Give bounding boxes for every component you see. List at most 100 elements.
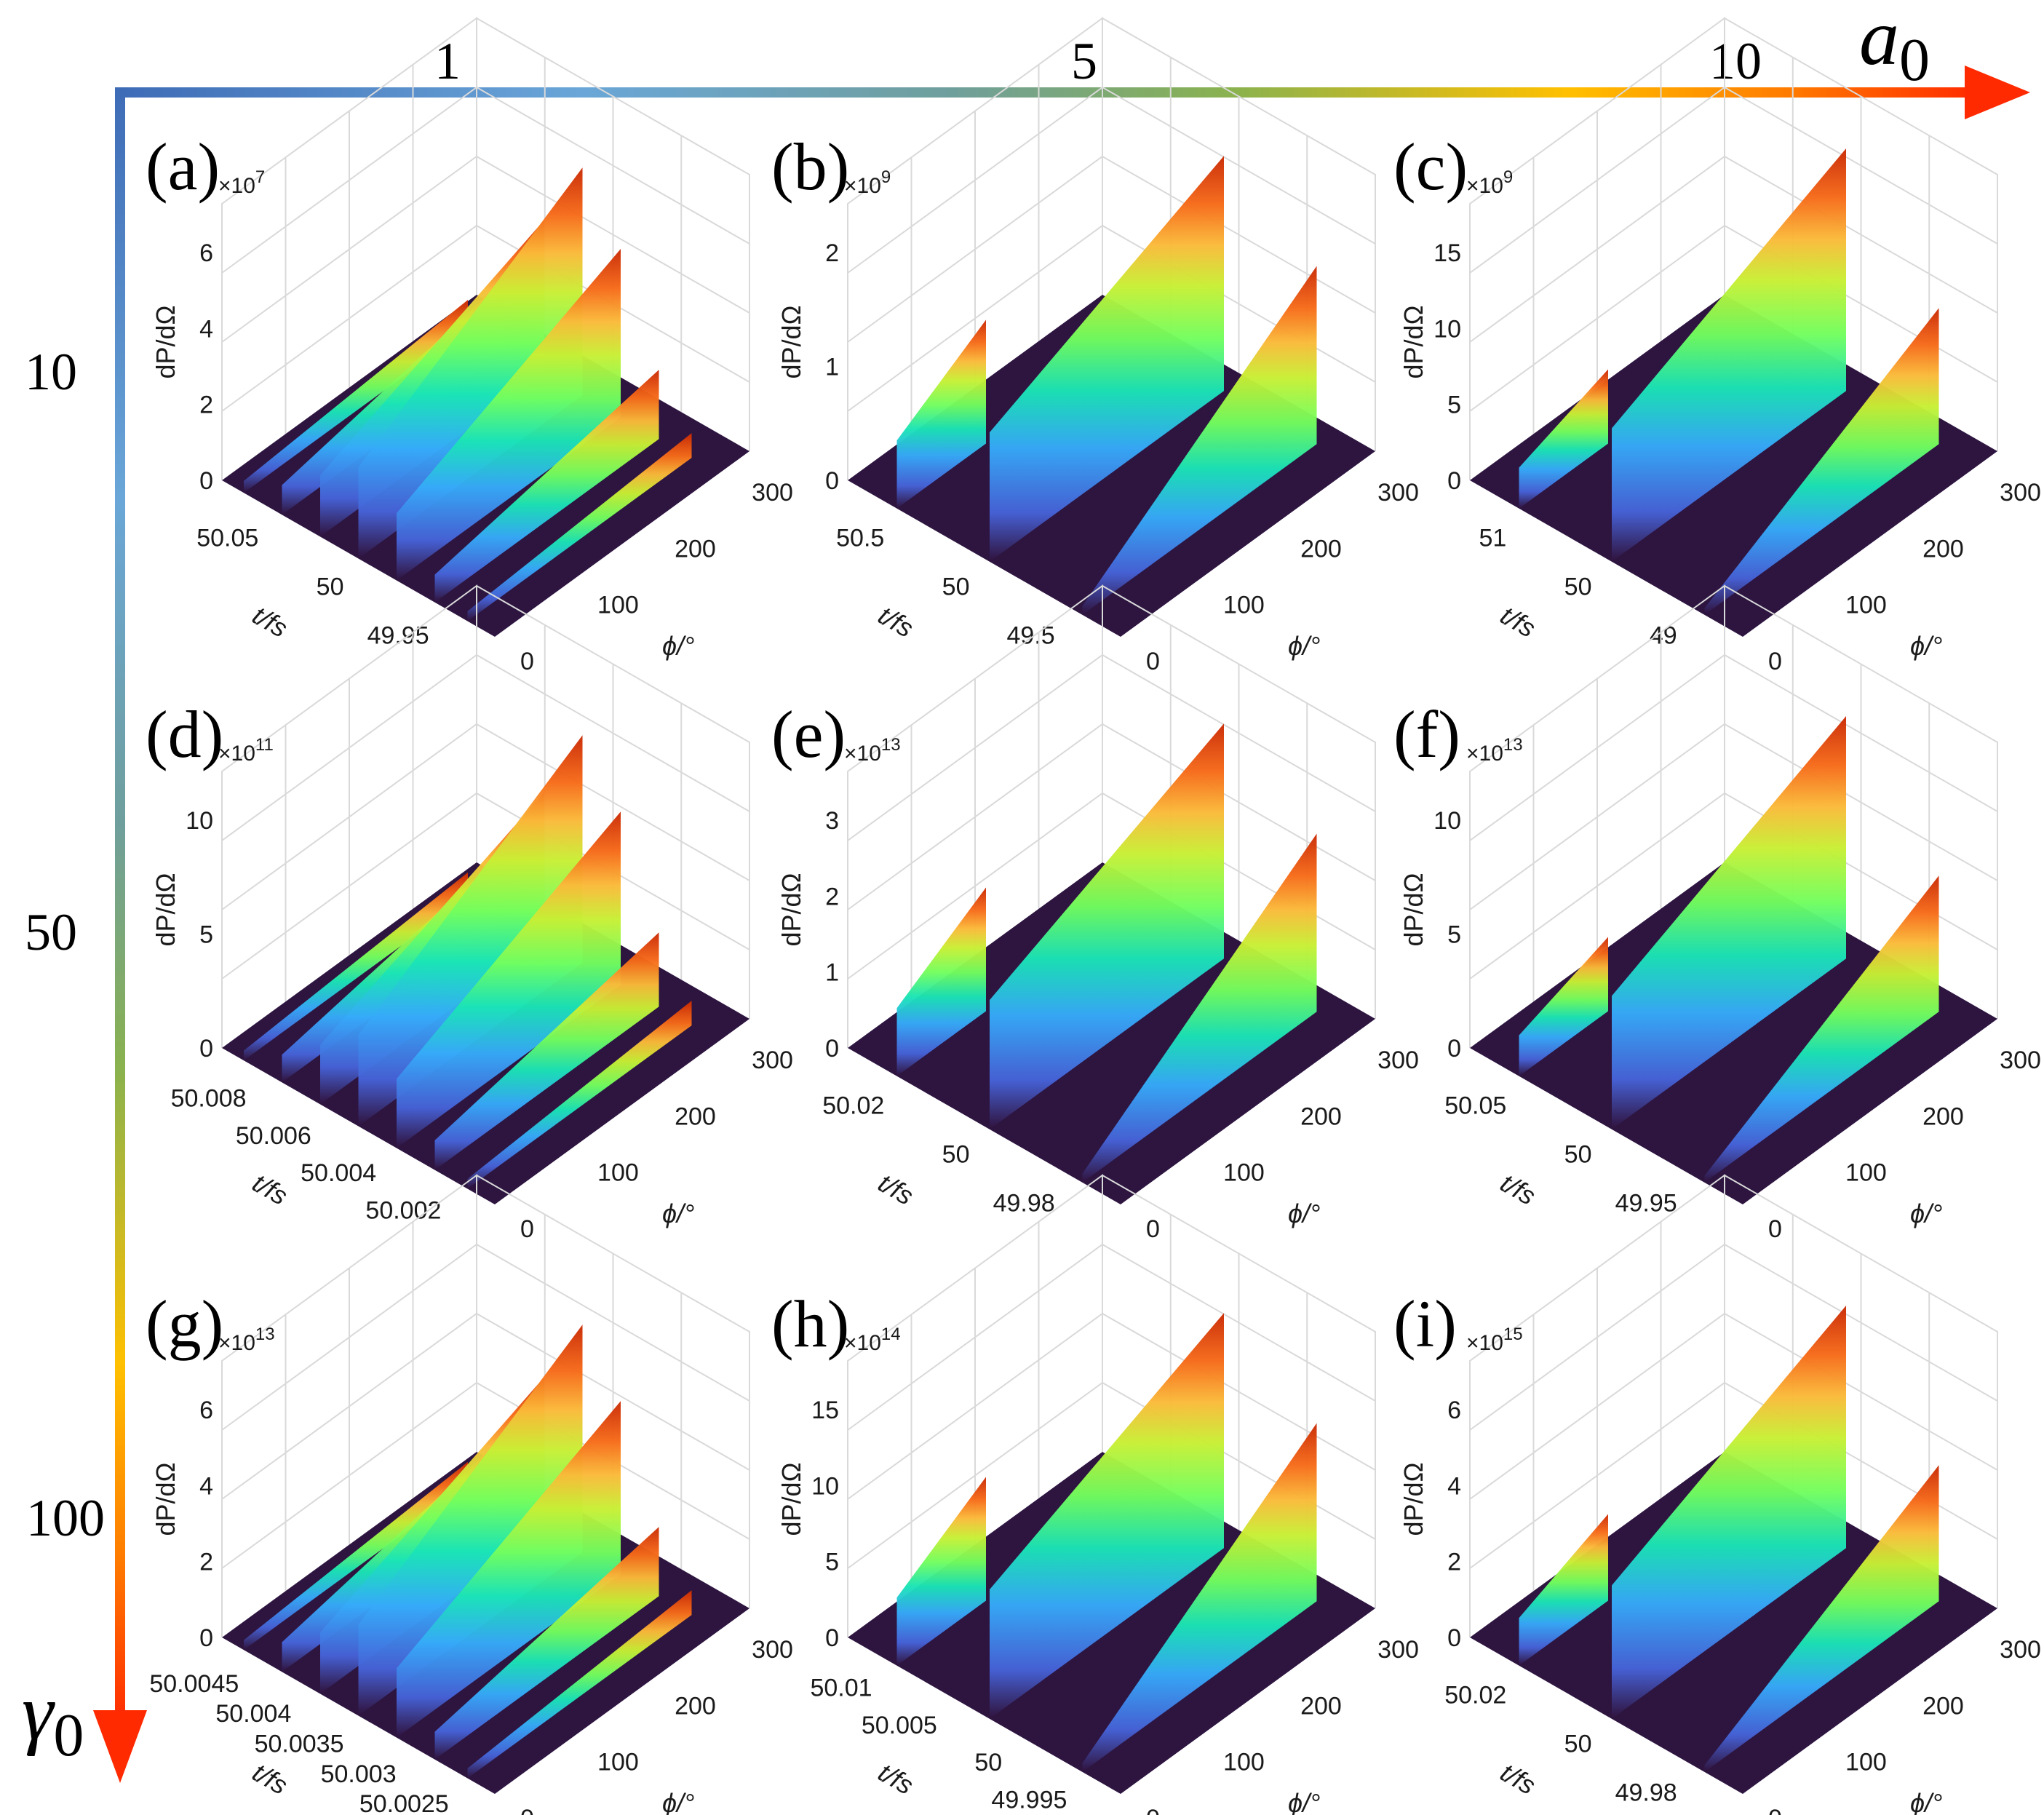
gamma0-tick-10: 10: [25, 343, 77, 401]
z-axis-label: dP/dΩ: [151, 306, 180, 379]
grid-line: [1469, 1381, 1998, 1569]
back-wall-right: [1724, 1175, 1998, 1608]
t-tick-label: 49.995: [991, 1786, 1067, 1814]
t-tick-label: 50.005: [862, 1712, 937, 1739]
gamma0-tick-50: 50: [25, 903, 77, 961]
surface-ridge: [1082, 266, 1317, 615]
grid-line: [221, 86, 750, 274]
z-axis-label: dP/dΩ: [1399, 873, 1428, 947]
t-tick-label: 49: [1650, 622, 1677, 650]
t-axis-label: t/fs: [247, 600, 293, 643]
panel-label: (g): [146, 1287, 223, 1361]
z-tick-label: 6: [199, 1397, 213, 1424]
t-tick-label: 50.004: [301, 1159, 376, 1187]
z-exponent: ×1014: [844, 1324, 901, 1355]
z-tick-label: 2: [199, 1549, 213, 1576]
z-tick-label: 2: [825, 883, 839, 910]
phi-tick-label: 300: [1377, 1046, 1419, 1074]
z-exponent: ×109: [1466, 167, 1513, 198]
phi-tick-label: 200: [675, 1692, 716, 1720]
phi-tick-label: 200: [1922, 535, 1964, 563]
t-axis-label: t/fs: [1495, 1167, 1540, 1211]
z-tick-label: 10: [811, 1472, 839, 1500]
back-wall-right: [1102, 1175, 1376, 1608]
phi-tick-label: 300: [1377, 1636, 1419, 1664]
panel-h: (h)×1014 0 5 10 15 dP/dΩ 50.01 50.005 50 49.995 t/…: [771, 1174, 1419, 1815]
z-axis-label: dP/dΩ: [1399, 306, 1428, 379]
panel-a: (a)×107 0 2 4 6 dP/dΩ 50.05 50 49.95 t/fs 0 100 200 3…: [146, 17, 793, 675]
z-tick-label: 2: [199, 392, 213, 419]
surface-ridge: [990, 156, 1224, 562]
phi-tick-label: 100: [597, 1159, 639, 1187]
panel-c: (c)×109 0 5 10 15 dP/dΩ 51 50 49 t/fs 0 100 200 300 ϕ/…: [1393, 17, 2041, 675]
surface-ridge: [358, 1324, 583, 1716]
surface-ridge: [990, 1313, 1224, 1719]
t-tick-label: 49.98: [993, 1190, 1055, 1218]
surface-ridge: [434, 370, 659, 603]
z-tick-label: 5: [825, 1549, 839, 1576]
phi-tick-label: 0: [1146, 1215, 1160, 1243]
phi-axis-label: ϕ/°: [1910, 631, 1942, 661]
t-tick-label: 50.002: [365, 1196, 441, 1224]
gamma0-axis-bar: [115, 87, 125, 1725]
grid-line: [221, 155, 750, 343]
surface-ridge: [1519, 369, 1608, 509]
t-tick-label: 50.05: [1444, 1092, 1506, 1119]
t-tick-label: 50.0025: [359, 1790, 449, 1815]
z-exponent: ×1011: [218, 735, 274, 766]
t-axis-label: t/fs: [873, 1167, 918, 1211]
panel-b: (b)×109012dP/dΩ50.55049.5t/fs0100200300ϕ…: [771, 17, 1419, 675]
a0-tick-5: 5: [1071, 32, 1097, 90]
phi-tick-label: 100: [1845, 1749, 1887, 1776]
z-axis-label: dP/dΩ: [151, 1463, 180, 1536]
phi-tick-label: 100: [1845, 592, 1887, 619]
t-tick-label: 50.5: [836, 524, 884, 552]
surface-ridge: [467, 433, 692, 621]
phi-tick-label: 300: [2000, 1046, 2041, 1074]
grid-line: [847, 1312, 1376, 1500]
grid-line: [221, 792, 750, 980]
z-tick-label: 4: [199, 315, 213, 343]
t-axis-label: t/fs: [1495, 600, 1540, 643]
axes-box-grid: [847, 17, 1376, 480]
z-tick-label: 2: [825, 239, 839, 267]
panel-g: (g)×10130246dP/dΩ50.004550.00450.003550.…: [146, 1174, 793, 1815]
panel-label: (c): [1393, 130, 1468, 204]
z-exponent: ×1015: [1466, 1324, 1523, 1355]
panel-i: (i) ×1015 0 2 4 6 dP/dΩ 50.02 50 49.98 t/fs 0 100 200…: [1393, 1174, 2041, 1815]
panel-label: (a): [146, 130, 220, 204]
z-tick-label: 0: [199, 1035, 213, 1063]
surface-ridge: [244, 872, 468, 1061]
t-tick-label: 50.05: [196, 524, 258, 552]
t-axis-label: t/fs: [247, 1757, 293, 1800]
phi-tick-label: 200: [1922, 1103, 1964, 1130]
panel-e: (e)×1013 0 1 2 3 dP/dΩ 50.02 50 49.98 t/fs 0 100 200…: [771, 584, 1419, 1243]
z-axis-label: dP/dΩ: [776, 306, 806, 379]
phi-tick-label: 300: [752, 479, 793, 507]
phi-tick-label: 0: [1768, 648, 1782, 675]
grid-line: [847, 723, 1376, 910]
t-axis-label: t/fs: [873, 1757, 918, 1800]
z-exponent: ×107: [218, 167, 265, 198]
grid-line: [1469, 1312, 1998, 1500]
surface-ridge: [1519, 1514, 1608, 1666]
z-tick-label: 5: [1447, 392, 1461, 419]
back-wall-right: [1102, 17, 1376, 451]
grid-line: [221, 654, 750, 841]
surface-ridge: [467, 1001, 692, 1189]
panel-label: (h): [771, 1287, 849, 1361]
t-tick-label: 50: [317, 573, 344, 601]
surface-ridge: [358, 167, 583, 559]
z-tick-label: 15: [811, 1397, 839, 1424]
axes-box-grid: [221, 17, 750, 480]
gamma0-axis-arrowhead: [93, 1710, 147, 1783]
phi-axis-label: ϕ/°: [662, 1199, 694, 1228]
a0-axis-bar: [115, 87, 1978, 98]
z-exponent: ×1013: [1466, 735, 1523, 766]
z-tick-label: 0: [1447, 1035, 1461, 1063]
surface-ridge: [244, 1461, 468, 1651]
t-tick-label: 50.02: [822, 1092, 884, 1119]
z-axis-label: dP/dΩ: [776, 873, 806, 947]
grid-line: [1469, 224, 1998, 412]
